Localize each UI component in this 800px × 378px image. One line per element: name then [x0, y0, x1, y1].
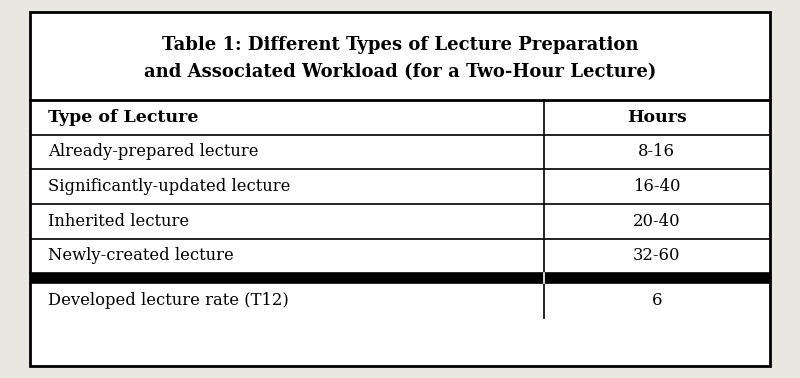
Text: 20-40: 20-40 — [633, 213, 681, 230]
Text: Hours: Hours — [627, 109, 686, 125]
Text: Type of Lecture: Type of Lecture — [48, 109, 198, 125]
Text: Significantly-updated lecture: Significantly-updated lecture — [48, 178, 290, 195]
Text: Table 1: Different Types of Lecture Preparation: Table 1: Different Types of Lecture Prep… — [162, 36, 638, 54]
Text: 8-16: 8-16 — [638, 143, 675, 160]
Text: 6: 6 — [652, 292, 662, 309]
Bar — [30, 273, 770, 283]
Text: 32-60: 32-60 — [633, 247, 681, 264]
Text: and Associated Workload (for a Two-Hour Lecture): and Associated Workload (for a Two-Hour … — [144, 63, 656, 81]
Text: Newly-created lecture: Newly-created lecture — [48, 247, 234, 264]
Text: Inherited lecture: Inherited lecture — [48, 213, 189, 230]
Text: Developed lecture rate (T12): Developed lecture rate (T12) — [48, 292, 289, 309]
Text: 16-40: 16-40 — [633, 178, 681, 195]
Text: Already-prepared lecture: Already-prepared lecture — [48, 143, 258, 160]
